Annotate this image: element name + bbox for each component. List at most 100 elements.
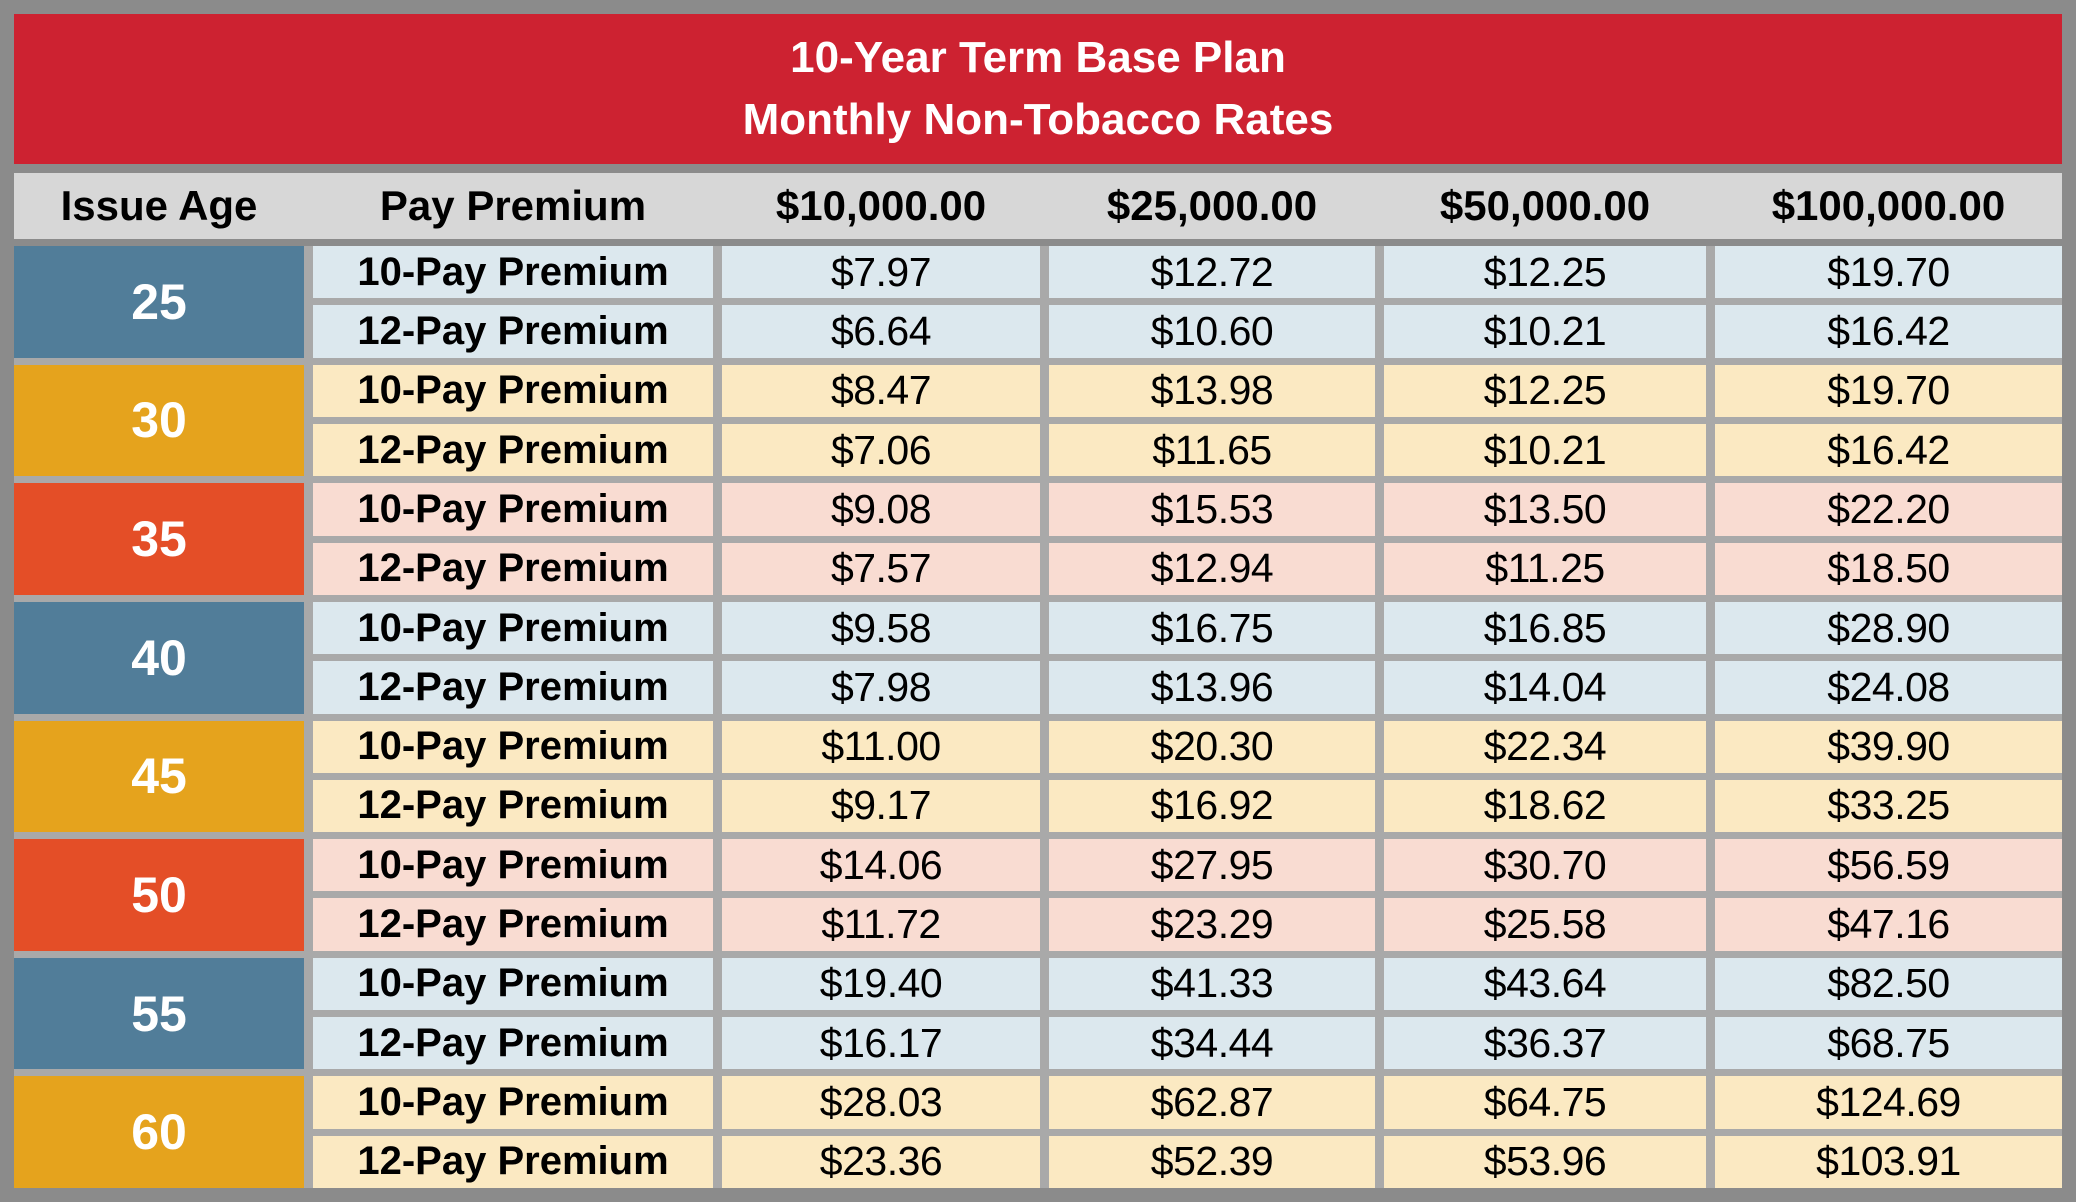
rate-value-cell: $68.75: [1715, 1017, 2062, 1070]
rate-value-cell: $7.98: [722, 661, 1040, 714]
rate-value-cell: $43.64: [1384, 957, 1706, 1011]
issue-age-cell: 40: [14, 601, 304, 714]
rate-value-cell: $14.06: [722, 839, 1040, 892]
pay-premium-label: 10-Pay Premium: [313, 246, 713, 299]
rate-value-cell: $41.33: [1049, 957, 1375, 1011]
rate-value-cell: $22.20: [1715, 483, 2062, 536]
rate-value-cell: $10.21: [1384, 423, 1706, 477]
column-header-25000: $25,000.00: [1106, 182, 1318, 229]
rate-value-cell: $7.97: [722, 246, 1040, 299]
rate-value-cell: $25.58: [1384, 898, 1706, 951]
pay-premium-label: 12-Pay Premium: [313, 661, 713, 714]
column-header-pay-premium: Pay Premium: [379, 182, 647, 229]
rate-value-cell: $11.72: [722, 898, 1040, 951]
rate-value-cell: $22.34: [1384, 720, 1706, 773]
rate-value-cell: $19.70: [1715, 364, 2062, 417]
rate-value-cell: $7.57: [722, 542, 1040, 595]
rate-value-cell: $28.03: [722, 1076, 1040, 1129]
column-header-100000: $100,000.00: [1771, 182, 2006, 229]
pay-premium-label: 12-Pay Premium: [313, 305, 713, 358]
rate-value-cell: $124.69: [1715, 1076, 2062, 1129]
rate-value-cell: $9.58: [722, 601, 1040, 655]
rate-value-cell: $39.90: [1715, 720, 2062, 773]
issue-age-cell: 60: [14, 1076, 304, 1188]
pay-premium-label: 12-Pay Premium: [313, 779, 713, 833]
rate-value-cell: $16.17: [722, 1017, 1040, 1070]
pay-premium-label: 12-Pay Premium: [313, 898, 713, 951]
column-header-10000: $10,000.00: [775, 182, 987, 229]
title-banner: 10-Year Term Base Plan Monthly Non-Tobac…: [14, 14, 2062, 164]
column-header-issue-age: Issue Age: [60, 182, 258, 229]
rate-value-cell: $9.17: [722, 779, 1040, 833]
rate-value-cell: $36.37: [1384, 1017, 1706, 1070]
pay-premium-label: 10-Pay Premium: [313, 483, 713, 536]
rate-value-cell: $47.16: [1715, 898, 2062, 951]
rate-value-cell: $20.30: [1049, 720, 1375, 773]
rate-value-cell: $82.50: [1715, 957, 2062, 1011]
rate-value-cell: $13.96: [1049, 661, 1375, 714]
pay-premium-label: 12-Pay Premium: [313, 1017, 713, 1070]
rate-value-cell: $12.72: [1049, 246, 1375, 299]
rate-value-cell: $27.95: [1049, 839, 1375, 892]
rate-value-cell: $14.04: [1384, 661, 1706, 714]
issue-age-cell: 55: [14, 957, 304, 1070]
page-title: 10-Year Term Base Plan: [790, 32, 1286, 82]
rate-value-cell: $30.70: [1384, 839, 1706, 892]
rate-value-cell: $23.36: [722, 1135, 1040, 1188]
rate-value-cell: $19.40: [722, 957, 1040, 1011]
rate-value-cell: $18.50: [1715, 542, 2062, 595]
pay-premium-label: 10-Pay Premium: [313, 957, 713, 1011]
pay-premium-label: 10-Pay Premium: [313, 601, 713, 655]
rate-value-cell: $11.65: [1049, 423, 1375, 477]
rate-value-cell: $16.92: [1049, 779, 1375, 833]
rate-value-cell: $13.50: [1384, 483, 1706, 536]
rate-value-cell: $56.59: [1715, 839, 2062, 892]
pay-premium-label: 12-Pay Premium: [313, 1135, 713, 1188]
rate-value-cell: $10.60: [1049, 305, 1375, 358]
rate-value-cell: $9.08: [722, 483, 1040, 536]
rate-value-cell: $64.75: [1384, 1076, 1706, 1129]
rate-value-cell: $28.90: [1715, 601, 2062, 655]
rate-value-cell: $52.39: [1049, 1135, 1375, 1188]
rate-value-cell: $16.75: [1049, 601, 1375, 655]
rate-value-cell: $12.25: [1384, 246, 1706, 299]
rate-value-cell: $34.44: [1049, 1017, 1375, 1070]
page-subtitle: Monthly Non-Tobacco Rates: [742, 95, 1334, 144]
pay-premium-label: 10-Pay Premium: [313, 839, 713, 892]
rate-value-cell: $62.87: [1049, 1076, 1375, 1129]
rate-value-cell: $6.64: [722, 305, 1040, 358]
rate-value-cell: $16.85: [1384, 601, 1706, 655]
rate-value-cell: $103.91: [1715, 1135, 2062, 1188]
rate-value-cell: $16.42: [1715, 305, 2062, 358]
rate-value-cell: $7.06: [722, 423, 1040, 477]
rate-value-cell: $12.25: [1384, 364, 1706, 417]
rate-value-cell: $24.08: [1715, 661, 2062, 714]
rate-value-cell: $23.29: [1049, 898, 1375, 951]
rate-value-cell: $15.53: [1049, 483, 1375, 536]
pay-premium-label: 10-Pay Premium: [313, 364, 713, 417]
pay-premium-label: 12-Pay Premium: [313, 542, 713, 595]
issue-age-cell: 50: [14, 839, 304, 951]
rate-value-cell: $11.25: [1384, 542, 1706, 595]
issue-age-cell: 45: [14, 720, 304, 833]
issue-age-cell: 35: [14, 483, 304, 595]
rate-value-cell: $33.25: [1715, 779, 2062, 833]
pay-premium-label: 12-Pay Premium: [313, 423, 713, 477]
rate-grid: 25 10-Pay Premium $7.97 $12.72 $12.25 $19.70 1…: [14, 246, 2062, 1188]
rate-value-cell: $11.00: [722, 720, 1040, 773]
rate-value-cell: $18.62: [1384, 779, 1706, 833]
rate-value-cell: $8.47: [722, 364, 1040, 417]
pay-premium-label: 10-Pay Premium: [313, 1076, 713, 1129]
column-header-50000: $50,000.00: [1439, 182, 1651, 229]
rate-value-cell: $13.98: [1049, 364, 1375, 417]
issue-age-cell: 25: [14, 246, 304, 358]
rate-value-cell: $16.42: [1715, 423, 2062, 477]
column-header-row: Issue Age Pay Premium $10,000.00 $25,000…: [14, 173, 2062, 239]
rate-value-cell: $19.70: [1715, 246, 2062, 299]
issue-age-cell: 30: [14, 364, 304, 477]
rate-value-cell: $53.96: [1384, 1135, 1706, 1188]
pay-premium-label: 10-Pay Premium: [313, 720, 713, 773]
rate-value-cell: $12.94: [1049, 542, 1375, 595]
rate-value-cell: $10.21: [1384, 305, 1706, 358]
